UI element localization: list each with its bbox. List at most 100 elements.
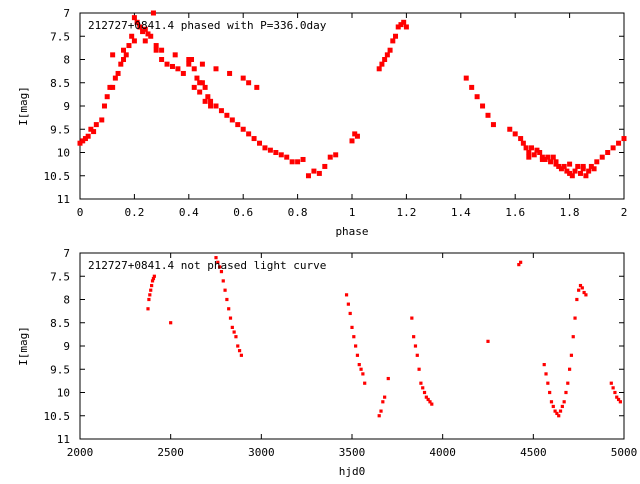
data-point	[121, 47, 127, 53]
data-point	[384, 52, 390, 58]
plot-frame	[79, 12, 625, 200]
data-point	[599, 154, 605, 160]
data-point	[110, 52, 116, 58]
data-point	[569, 353, 574, 357]
x-tick-label: 2	[621, 206, 628, 219]
data-point	[350, 325, 354, 329]
y-tick-label: 7.5	[50, 270, 70, 283]
data-point	[164, 61, 170, 67]
data-point	[564, 168, 570, 174]
data-point	[223, 288, 227, 292]
data-point	[240, 75, 246, 81]
data-point	[112, 75, 118, 81]
data-point	[549, 400, 554, 404]
data-point	[558, 166, 564, 172]
data-point	[115, 70, 121, 76]
data-point	[560, 404, 564, 409]
x-tick-label: 4500	[520, 446, 547, 459]
x-tick-label: 0	[77, 206, 84, 219]
data-point	[267, 147, 273, 153]
data-point	[582, 290, 586, 295]
data-point	[363, 381, 367, 385]
data-point	[295, 159, 301, 165]
y-tick-label: 9.5	[50, 363, 70, 376]
data-point	[150, 279, 155, 283]
data-point	[355, 353, 360, 357]
data-point	[534, 147, 540, 153]
data-point	[191, 84, 197, 90]
y-axis: 7 7.5 8 8.5 9 9.5 10 10.5 11	[44, 7, 624, 206]
data-point	[537, 150, 543, 155]
data-point	[246, 80, 252, 86]
data-point	[262, 145, 268, 151]
data-point	[202, 98, 208, 104]
data-point	[197, 89, 203, 95]
data-point	[381, 400, 385, 404]
y-axis: 7 7.5 8 8.5 9 9.5 10 10.5 11	[44, 247, 624, 446]
data-point	[383, 395, 387, 399]
x-tick-label: 5000	[611, 446, 638, 459]
data-point	[518, 136, 524, 142]
data-point	[580, 163, 586, 169]
plot-frame	[79, 252, 625, 440]
x-tick-label: 1.2	[396, 206, 416, 219]
data-point	[235, 122, 241, 128]
data-point	[421, 386, 425, 390]
y-tick-label: 9	[63, 100, 70, 113]
data-point	[213, 66, 219, 72]
data-point	[199, 80, 205, 86]
data-point	[333, 152, 339, 158]
data-point	[352, 335, 356, 339]
data-point	[202, 84, 208, 90]
data-point	[273, 150, 279, 155]
data-point	[216, 260, 220, 264]
data-point	[548, 390, 552, 395]
data-point	[553, 409, 557, 413]
data-point	[194, 75, 200, 81]
data-point	[289, 159, 295, 165]
data-point	[615, 395, 619, 399]
data-point	[175, 66, 181, 72]
data-point	[588, 163, 594, 169]
data-point	[424, 395, 428, 399]
data-point	[239, 353, 243, 357]
y-tick-label: 10.5	[44, 410, 71, 423]
data-point	[403, 24, 409, 30]
x-tick-label: 4000	[429, 446, 456, 459]
data-point	[376, 66, 382, 72]
y-tick-label: 10.5	[44, 170, 71, 183]
data-point	[142, 26, 148, 32]
data-point	[413, 344, 418, 348]
x-axis: 0 0.2 0.4 0.6 0.8 1 1.2 1.4 1.6 1.8 2	[77, 13, 628, 219]
data-point	[539, 156, 545, 162]
y-tick-label: 8.5	[50, 77, 70, 90]
x-tick-label: 1.8	[560, 206, 580, 219]
y-tick-label: 9.5	[50, 123, 70, 136]
data-point	[562, 400, 566, 404]
data-point	[583, 173, 589, 179]
data-point	[91, 129, 97, 135]
data-point	[352, 131, 358, 137]
chart-title: 212727+0841.4 phased with P=336.0day	[88, 19, 327, 32]
data-points	[77, 10, 627, 179]
data-point	[278, 152, 284, 158]
data-point	[545, 154, 551, 160]
data-point	[610, 145, 616, 151]
chart-title: 212727+0841.4 not phased light curve	[88, 259, 326, 272]
data-point	[327, 154, 333, 160]
data-point	[401, 19, 407, 25]
data-point	[621, 136, 627, 142]
data-point	[118, 61, 124, 67]
data-point	[531, 152, 537, 158]
data-point	[99, 117, 105, 123]
data-point	[520, 140, 526, 146]
data-point	[172, 52, 178, 58]
data-point	[346, 302, 350, 306]
x-axis-label: phase	[335, 225, 368, 238]
data-point	[430, 402, 434, 406]
data-point	[605, 150, 611, 155]
data-point	[415, 353, 419, 357]
data-point	[359, 367, 363, 371]
data-point	[490, 122, 496, 128]
data-point	[544, 372, 548, 376]
